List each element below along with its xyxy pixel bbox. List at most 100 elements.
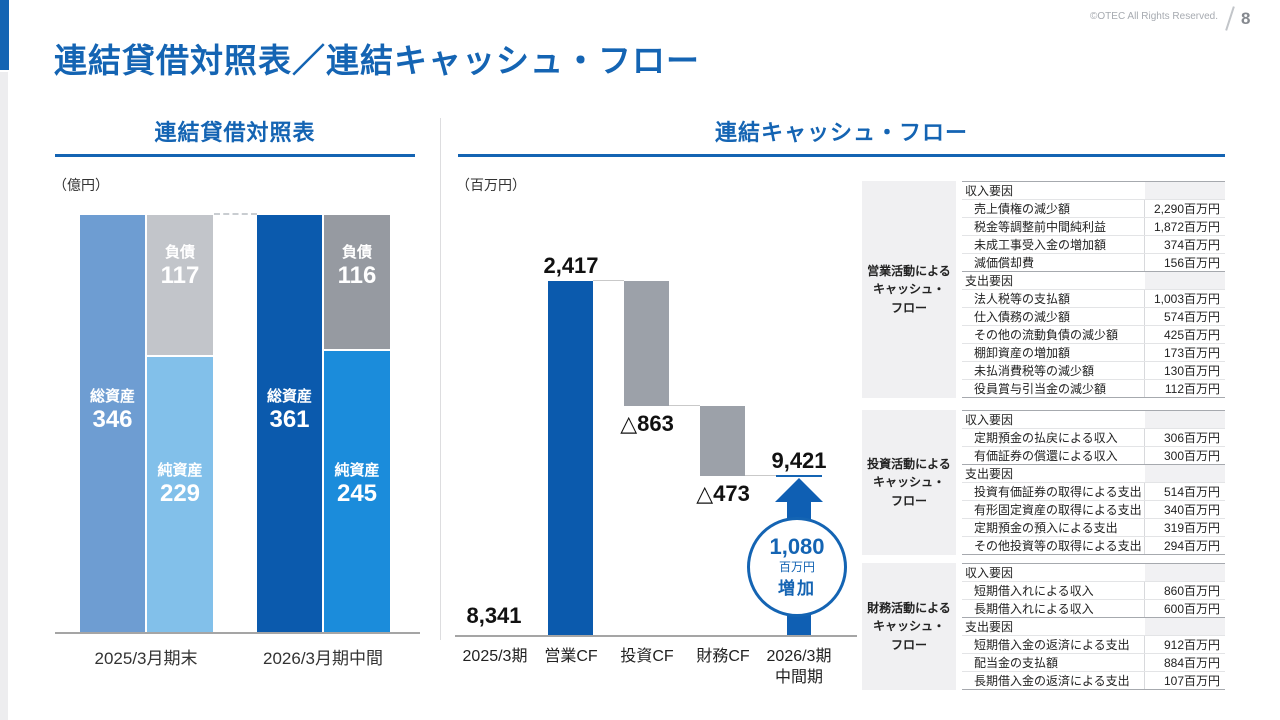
waterfall-xlabel-investing: 投資CF xyxy=(620,648,674,665)
cf-row-value: 600百万円 xyxy=(1163,602,1220,616)
cf-row-name: 定期預金の預入による支出 xyxy=(962,519,1145,536)
waterfall-xlabel-operating: 営業CF xyxy=(544,648,598,665)
bar-net-assets-2026-label: 純資産 245 xyxy=(324,462,390,509)
cf-table-row: その他の流動負債の減少額 425百万円 xyxy=(962,325,1225,343)
cf-table-row: 減価償却費 156百万円 xyxy=(962,253,1225,271)
cf-row-value: 112百万円 xyxy=(1164,382,1220,396)
cf-section-label-line: 営業活動による xyxy=(867,263,951,278)
cf-table-section-investing: 投資活動による キャッシュ・ フロー 収入要因 定期預金の払戻による収入 306… xyxy=(862,410,1225,555)
cf-row-name: 収入要因 xyxy=(965,184,1014,198)
cf-section-label-line: フロー xyxy=(890,300,927,315)
cf-row-name: 未成工事受入金の増加額 xyxy=(962,236,1145,253)
waterfall-investing-value: △863 xyxy=(620,411,674,436)
waterfall-axis xyxy=(455,635,857,637)
cf-row-name: 支出要因 xyxy=(965,274,1014,288)
cf-section-label: 営業活動による キャッシュ・ フロー xyxy=(862,181,956,398)
cf-row-name: 法人税等の支払額 xyxy=(962,290,1145,307)
cf-table-row: 支出要因 xyxy=(962,464,1225,482)
cf-row-name: その他投資等の取得による支出 xyxy=(962,537,1145,554)
page-number: 8 xyxy=(1241,9,1251,28)
bar-net-assets-2025-label: 純資産 229 xyxy=(147,462,213,509)
bar-liabilities-2026 xyxy=(324,215,390,349)
cf-table-row: 支出要因 xyxy=(962,617,1225,635)
increase-badge: 1,080 百万円 増加 xyxy=(747,517,847,617)
cf-row-value: 860百万円 xyxy=(1163,584,1220,598)
cf-row-value: 514百万円 xyxy=(1163,485,1220,499)
segment-value: 116 xyxy=(337,262,377,289)
cf-row-name: 短期借入れによる収入 xyxy=(962,582,1145,599)
cf-table-row: 定期預金の預入による支出 319百万円 xyxy=(962,518,1225,536)
bar-net-assets-2026 xyxy=(324,351,390,632)
cf-table-row: 定期預金の払戻による収入 306百万円 xyxy=(962,428,1225,446)
segment-name: 純資産 xyxy=(157,462,203,479)
cf-table-row: 短期借入れによる収入 860百万円 xyxy=(962,581,1225,599)
cf-section-label-line: キャッシュ・ xyxy=(872,619,945,634)
cf-row-name: 未払消費税等の減少額 xyxy=(962,362,1145,379)
cf-row-value: 574百万円 xyxy=(1163,310,1220,324)
cf-section-label-line: 財務活動による xyxy=(867,600,951,615)
cf-row-name: 売上債権の減少額 xyxy=(962,200,1145,217)
cf-row-name: 有形固定資産の取得による支出 xyxy=(962,501,1145,518)
cf-row-value xyxy=(1145,618,1225,635)
waterfall-end-level-line xyxy=(776,475,822,477)
cf-table-row: 長期借入れによる収入 600百万円 xyxy=(962,599,1225,617)
cf-table-row: 収入要因 xyxy=(962,181,1225,199)
cf-row-name: 配当金の支払額 xyxy=(962,654,1145,671)
cf-row-name: その他の流動負債の減少額 xyxy=(962,326,1145,343)
segment-name: 負債 xyxy=(164,244,195,261)
cf-row-name: 短期借入金の返済による支出 xyxy=(962,636,1145,653)
waterfall-bar-investing xyxy=(624,281,669,406)
cf-rows-operating: 収入要因 売上債権の減少額 2,290百万円 税金等調整前中間純利益 1,872… xyxy=(962,181,1225,398)
waterfall-xlabel-end: 2026/3期 中間期 xyxy=(751,646,847,688)
balance-sheet-xlabel-2026: 2026/3月期中間 xyxy=(263,649,383,668)
cf-row-value: 319百万円 xyxy=(1163,521,1220,535)
cf-row-value: 374百万円 xyxy=(1163,238,1220,252)
cf-row-name: 収入要因 xyxy=(965,413,1014,427)
cf-row-value xyxy=(1145,272,1225,289)
cf-row-name: 支出要因 xyxy=(965,620,1014,634)
segment-name: 総資産 xyxy=(266,388,312,405)
cf-row-value: 912百万円 xyxy=(1163,638,1220,652)
waterfall-xlabel-end-line1: 2026/3期 xyxy=(766,648,832,665)
cf-row-value: 130百万円 xyxy=(1163,364,1220,378)
cf-row-value: 1,003百万円 xyxy=(1153,292,1220,306)
cf-table-row: 配当金の支払額 884百万円 xyxy=(962,653,1225,671)
bar-liabilities-2025 xyxy=(147,215,213,355)
cf-row-name: 役員賞与引当金の減少額 xyxy=(962,380,1145,397)
copyright-text: ©OTEC All Rights Reserved. xyxy=(1090,11,1218,22)
waterfall-operating-value: 2,417 xyxy=(543,253,599,278)
waterfall-end-value: 9,421 xyxy=(771,448,827,473)
cf-row-name: 長期借入金の返済による支出 xyxy=(962,672,1145,689)
cf-row-name: 長期借入れによる収入 xyxy=(962,600,1145,617)
cf-section-label: 財務活動による キャッシュ・ フロー xyxy=(862,563,956,690)
waterfall-xlabel-end-line2: 中間期 xyxy=(774,669,823,686)
cf-row-value: 300百万円 xyxy=(1163,449,1220,463)
cf-table-row: 収入要因 xyxy=(962,410,1225,428)
cf-table-row: 役員賞与引当金の減少額 112百万円 xyxy=(962,379,1225,397)
cf-row-value xyxy=(1145,564,1225,581)
waterfall-start-value: 8,341 xyxy=(466,603,522,628)
cf-row-value: 425百万円 xyxy=(1163,328,1220,342)
cash-flow-unit-label: （百万円） xyxy=(456,177,526,193)
waterfall-xlabel-start: 2025/3期 xyxy=(462,648,528,665)
cf-table-section-financing: 財務活動による キャッシュ・ フロー 収入要因 短期借入れによる収入 860百万… xyxy=(862,563,1225,690)
segment-name: 純資産 xyxy=(334,462,380,479)
waterfall-bar-operating xyxy=(548,281,593,635)
cf-section-label-line: キャッシュ・ xyxy=(872,475,945,490)
cf-row-name: 支出要因 xyxy=(965,467,1014,481)
cf-row-name: 仕入債務の減少額 xyxy=(962,308,1145,325)
segment-value: 229 xyxy=(159,480,201,507)
cf-table-row: 売上債権の減少額 2,290百万円 xyxy=(962,199,1225,217)
cf-row-value: 173百万円 xyxy=(1163,346,1220,360)
balance-sheet-heading-rule xyxy=(55,154,415,157)
cf-row-value: 107百万円 xyxy=(1163,674,1220,688)
segment-name: 総資産 xyxy=(89,388,135,405)
segment-value: 245 xyxy=(336,480,378,507)
cf-table-row: 支出要因 xyxy=(962,271,1225,289)
cf-table-row: 長期借入金の返済による支出 107百万円 xyxy=(962,671,1225,689)
bar-liabilities-2025-label: 負債 117 xyxy=(147,244,213,291)
cf-section-label-line: 投資活動による xyxy=(867,456,951,471)
divider-slash xyxy=(1225,6,1235,31)
cf-row-value xyxy=(1145,465,1225,482)
